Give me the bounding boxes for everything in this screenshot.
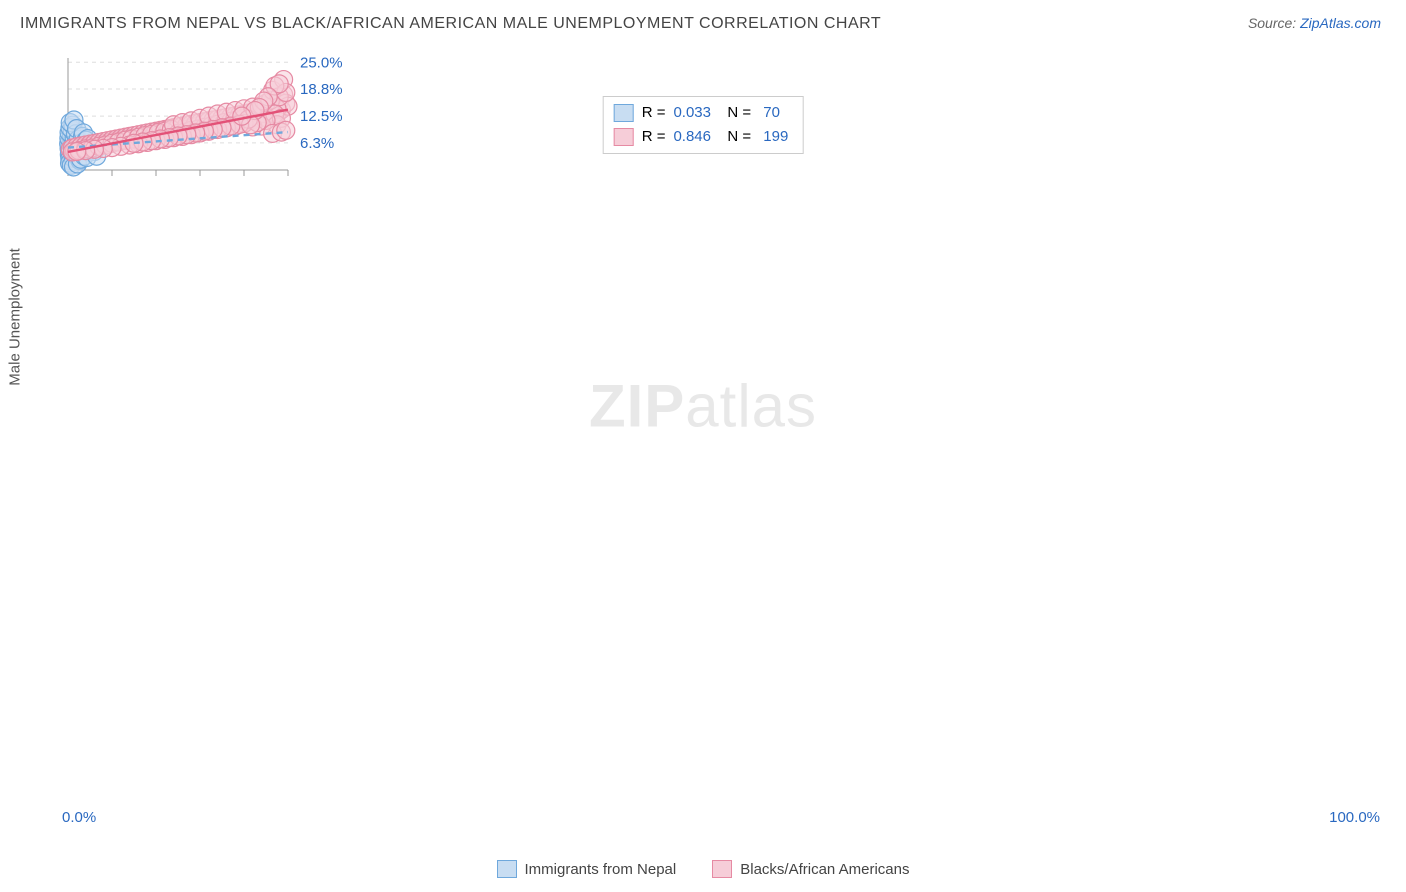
y-axis-label: Male Unemployment [7,248,24,386]
series-legend: Immigrants from Nepal Blacks/African Amer… [0,860,1406,878]
y-tick-label: 12.5% [300,108,343,125]
legend-row: R = 0.846 N = 199 [614,125,789,149]
legend-swatch [614,128,634,146]
legend-item: Immigrants from Nepal [497,860,677,878]
chart-source: Source: ZipAtlas.com [1248,15,1381,31]
scatter-plot: 6.3% 12.5% 18.8% 25.0% [58,48,358,198]
n-value: 199 [759,125,788,149]
x-tick-max: 100.0% [1329,809,1380,826]
legend-label: Immigrants from Nepal [525,861,677,878]
legend-label: Blacks/African Americans [740,861,909,878]
source-link[interactable]: ZipAtlas.com [1300,15,1381,31]
y-tick-label: 18.8% [300,81,343,98]
legend-item: Blacks/African Americans [712,860,909,878]
y-tick-label: 25.0% [300,54,343,71]
y-tick-label: 6.3% [300,135,334,152]
data-point [277,121,295,139]
chart-header: IMMIGRANTS FROM NEPAL VS BLACK/AFRICAN A… [0,0,1406,38]
chart-area: Male Unemployment 6.3%12.5%18.8%25.0% ZI… [20,48,1386,844]
watermark: ZIPatlas [589,372,817,441]
x-tick-min: 0.0% [62,809,96,826]
legend-swatch [497,860,517,878]
correlation-legend: R = 0.033 N = 70R = 0.846 N = 199 [603,96,804,154]
legend-swatch [614,104,634,122]
r-value: 0.846 [673,125,711,149]
n-value: 70 [759,101,780,125]
chart-title: IMMIGRANTS FROM NEPAL VS BLACK/AFRICAN A… [20,15,881,33]
r-value: 0.033 [673,101,711,125]
legend-row: R = 0.033 N = 70 [614,101,789,125]
legend-swatch [712,860,732,878]
